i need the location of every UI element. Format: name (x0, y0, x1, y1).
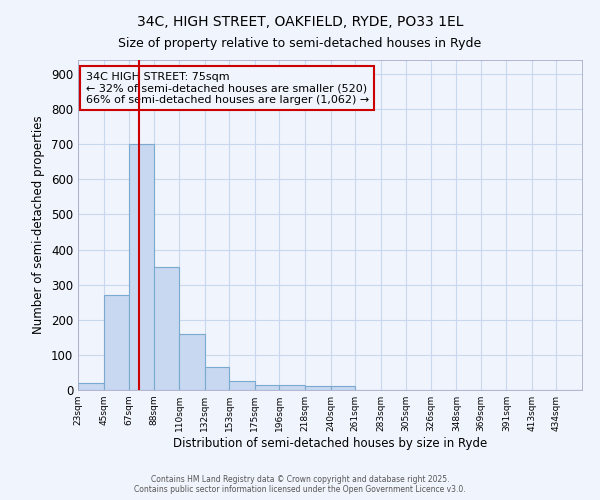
Bar (331, 386, 355, 390)
Bar (179, 334, 205, 390)
Y-axis label: Number of semi-detached properties: Number of semi-detached properties (32, 116, 46, 334)
Bar (255, 384, 280, 390)
Bar (305, 386, 331, 390)
X-axis label: Distribution of semi-detached houses by size in Ryde: Distribution of semi-detached houses by … (173, 437, 487, 450)
Bar (104, 295, 129, 390)
Text: Contains HM Land Registry data © Crown copyright and database right 2025.
Contai: Contains HM Land Registry data © Crown c… (134, 474, 466, 494)
Bar (154, 267, 179, 390)
Text: Size of property relative to semi-detached houses in Ryde: Size of property relative to semi-detach… (118, 38, 482, 51)
Bar (129, 144, 154, 390)
Bar (78, 383, 104, 390)
Text: 34C HIGH STREET: 75sqm
← 32% of semi-detached houses are smaller (520)
66% of se: 34C HIGH STREET: 75sqm ← 32% of semi-det… (86, 72, 369, 105)
Bar (229, 381, 255, 390)
Bar (205, 367, 229, 390)
Text: 34C, HIGH STREET, OAKFIELD, RYDE, PO33 1EL: 34C, HIGH STREET, OAKFIELD, RYDE, PO33 1… (137, 15, 463, 29)
Bar (280, 384, 305, 390)
